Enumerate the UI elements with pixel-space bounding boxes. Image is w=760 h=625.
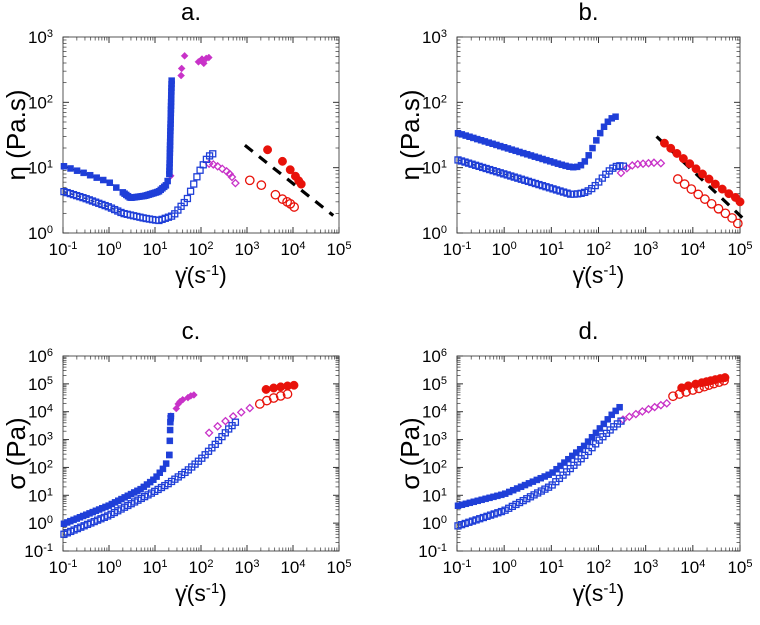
svg-text:σ (Pa): σ (Pa) bbox=[1, 417, 31, 489]
svg-text:γ̇(s-1): γ̇(s-1) bbox=[175, 262, 227, 288]
svg-text:c.: c. bbox=[182, 318, 201, 345]
svg-text:γ̇(s-1): γ̇(s-1) bbox=[175, 580, 227, 606]
svg-text:γ̇(s-1): γ̇(s-1) bbox=[573, 580, 625, 606]
svg-text:a.: a. bbox=[181, 0, 201, 26]
svg-text:η (Pa.s): η (Pa.s) bbox=[1, 89, 31, 180]
svg-text:η (Pa.s): η (Pa.s) bbox=[395, 89, 425, 180]
svg-text:γ̇(s-1): γ̇(s-1) bbox=[573, 262, 625, 288]
svg-text:σ (Pa): σ (Pa) bbox=[395, 417, 425, 489]
svg-text:d.: d. bbox=[578, 318, 598, 345]
svg-text:b.: b. bbox=[578, 0, 598, 26]
